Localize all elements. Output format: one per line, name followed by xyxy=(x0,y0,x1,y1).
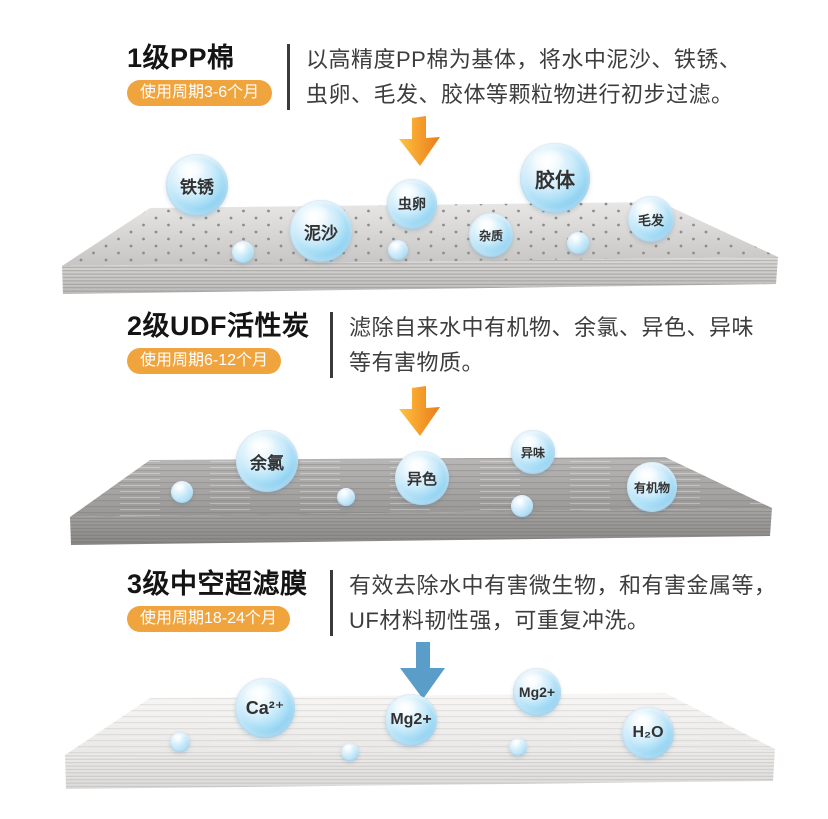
stage2-cycle-badge: 使用周期6-12个月 xyxy=(127,348,282,374)
stage2-header: 2级UDF活性炭 使用周期6-12个月 滤除自来水中有机物、余氯、异色、异味 等… xyxy=(0,310,828,380)
divider xyxy=(287,44,290,110)
stage2-title: 2级UDF活性炭 xyxy=(127,311,310,341)
contaminant-bubble: 异味 xyxy=(511,430,555,474)
stage2-description: 滤除自来水中有机物、余氯、异色、异味 等有害物质。 xyxy=(349,315,755,375)
contaminant-bubble: 杂质 xyxy=(469,213,513,257)
contaminant-bubble: 虫卵 xyxy=(387,179,437,229)
water-droplet xyxy=(232,241,254,263)
stage1-description: 以高精度PP棉为基体，将水中泥沙、铁锈、 虫卵、毛发、胶体等颗粒物进行初步过滤。 xyxy=(306,47,742,107)
stage3-figure: Ca²⁺ Mg2+ Mg2+ H₂O xyxy=(0,642,828,804)
stage3-title: 3级中空超滤膜 xyxy=(127,569,308,599)
bubble-label: 杂质 xyxy=(478,228,503,243)
contaminant-bubble: 毛发 xyxy=(628,196,674,242)
stage1-cycle-badge: 使用周期3-6个月 xyxy=(127,80,273,106)
contaminant-bubble: 余氯 xyxy=(236,430,298,492)
water-droplet xyxy=(170,732,190,752)
bubble-label: 有机物 xyxy=(633,480,670,495)
divider xyxy=(330,570,333,636)
contaminant-bubble: Ca²⁺ xyxy=(235,678,295,738)
stage2-title-block: 2级UDF活性炭 使用周期6-12个月 xyxy=(127,310,330,380)
contaminant-bubble: H₂O xyxy=(622,707,674,759)
water-droplet xyxy=(567,232,589,254)
bubble-label: 铁锈 xyxy=(180,177,214,197)
stage3-cycle-badge: 使用周期18-24个月 xyxy=(127,606,290,632)
stage2-filter-plate xyxy=(70,457,772,545)
bubble-label: 胶体 xyxy=(535,169,575,192)
stage1-figure: 铁锈泥沙 虫卵杂质 胶体毛发 xyxy=(0,116,828,298)
contaminant-bubble: 泥沙 xyxy=(290,200,352,262)
bubble-label: Ca²⁺ xyxy=(245,697,285,718)
section-stage3-uf-membrane: 3级中空超滤膜 使用周期18-24个月 有效去除水中有害微生物，和有害金属等， … xyxy=(0,568,828,804)
divider xyxy=(330,312,333,378)
down-arrow-icon xyxy=(399,386,440,436)
stage1-title-block: 1级PP棉 使用周期3-6个月 xyxy=(127,42,287,112)
bubble-label: 异色 xyxy=(406,470,437,488)
stage1-header: 1级PP棉 使用周期3-6个月 以高精度PP棉为基体，将水中泥沙、铁锈、 虫卵、… xyxy=(0,42,828,112)
stage3-title-block: 3级中空超滤膜 使用周期18-24个月 xyxy=(127,568,330,638)
section-stage1-pp-cotton: 1级PP棉 使用周期3-6个月 以高精度PP棉为基体，将水中泥沙、铁锈、 虫卵、… xyxy=(0,42,828,298)
down-arrow-icon xyxy=(400,642,445,699)
bubble-label: 毛发 xyxy=(637,212,664,228)
contaminant-bubble: 铁锈 xyxy=(166,154,228,216)
bubble-label: Mg2+ xyxy=(390,711,432,728)
bubble-label: 泥沙 xyxy=(304,223,338,243)
contaminant-bubble: 有机物 xyxy=(627,462,677,512)
water-droplet xyxy=(509,738,527,756)
contaminant-bubble: 异色 xyxy=(395,451,449,505)
stage1-title: 1级PP棉 xyxy=(127,43,235,73)
bubble-label: H₂O xyxy=(632,724,664,741)
bubble-label: 虫卵 xyxy=(398,196,426,212)
contaminant-bubble: 胶体 xyxy=(520,143,590,213)
contaminant-bubble: Mg2+ xyxy=(385,694,437,746)
section-stage2-udf-carbon: 2级UDF活性炭 使用周期6-12个月 滤除自来水中有机物、余氯、异色、异味 等… xyxy=(0,310,828,556)
bubble-label: 余氯 xyxy=(250,453,284,473)
stage3-description: 有效去除水中有害微生物，和有害金属等， UF材料韧性强，可重复冲洗。 xyxy=(349,573,777,633)
water-droplet xyxy=(511,495,533,517)
water-droplet xyxy=(337,488,355,506)
contaminant-bubble: Mg2+ xyxy=(513,668,561,716)
bubble-label: Mg2+ xyxy=(518,684,556,700)
bubble-label: 异味 xyxy=(520,445,545,460)
down-arrow-icon xyxy=(399,116,440,166)
water-droplet xyxy=(341,743,359,761)
stage2-figure: 余氯异色 异味有机物 xyxy=(0,384,828,556)
stage3-header: 3级中空超滤膜 使用周期18-24个月 有效去除水中有害微生物，和有害金属等， … xyxy=(0,568,828,638)
water-droplet xyxy=(388,240,408,260)
water-droplet xyxy=(171,481,193,503)
